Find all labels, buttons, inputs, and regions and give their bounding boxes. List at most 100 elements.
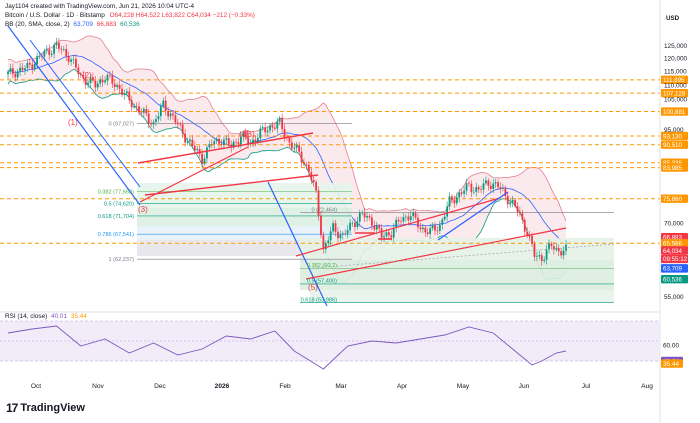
candle — [557, 244, 560, 257]
currency-label: USD — [666, 15, 680, 22]
candle — [21, 62, 24, 73]
time-axis[interactable]: Oct Nov Dec 2026 Feb Mar Apr May Jun Jul Aug — [31, 383, 653, 390]
time-tick-label: Jun — [519, 383, 530, 390]
candle — [298, 141, 301, 155]
candle — [106, 72, 109, 86]
candle — [108, 70, 111, 79]
rsi-value: 40.01 — [51, 313, 68, 320]
rsi-pane[interactable] — [0, 320, 660, 370]
candle — [254, 135, 257, 147]
fib-right-label: 0.5 (57,400) — [307, 279, 337, 285]
candle — [460, 189, 463, 197]
candle — [368, 213, 371, 221]
price-axis[interactable]: 125,000 120,000 115,000 110,000 105,000 95,00… — [664, 43, 688, 301]
svg-text:66,883: 66,883 — [663, 234, 682, 241]
candle — [31, 60, 34, 74]
candle — [511, 195, 514, 208]
candle — [307, 161, 310, 176]
fib-right-label: 0.618 (53,986) — [301, 297, 338, 303]
price-level-badge: 63,709 — [661, 264, 688, 273]
candle — [244, 128, 247, 141]
ohlc-values: O64,228 H64,522 L63,822 C64,034 −212 (−0… — [109, 12, 255, 19]
trendlines[interactable] — [7, 25, 615, 307]
rsi-tick-label: 60.00 — [663, 342, 679, 349]
candle — [431, 222, 434, 231]
candle — [19, 63, 22, 77]
candle — [509, 197, 512, 208]
candle — [489, 181, 492, 193]
fib-level-labels: 0 (97,027) 0.382 (77,663) 0.5 (74,620) 0.61… — [98, 121, 338, 303]
candle — [535, 251, 538, 262]
candle — [232, 139, 235, 150]
candle — [125, 88, 128, 97]
candle — [451, 194, 453, 204]
candle — [247, 132, 250, 149]
bb-legend[interactable]: BB (20, SMA, close, 2) 63,709 66,883 60,… — [5, 21, 140, 29]
candle — [421, 224, 424, 234]
rsi-ma-value: 35.44 — [70, 313, 87, 320]
candle — [392, 223, 395, 242]
bollinger-band-area — [8, 35, 566, 283]
wave-label-4: (4) — [239, 130, 249, 139]
symbol-line: Bitcoin / U.S. Dollar · 1D · Bitstamp O6… — [5, 12, 255, 20]
candle — [366, 211, 368, 222]
candle — [383, 231, 385, 243]
candle — [164, 95, 167, 116]
candle — [26, 59, 29, 72]
candle — [169, 111, 172, 121]
price-level-badge: 90,510 — [661, 140, 688, 149]
svg-text:75,860: 75,860 — [663, 196, 682, 203]
candle — [157, 111, 160, 123]
price-tick-label: 110,000 — [664, 82, 687, 89]
candle — [65, 44, 68, 61]
candle — [458, 188, 461, 203]
tradingview-logo-icon: 17 — [6, 401, 18, 415]
price-level-badge: 111,895 — [661, 75, 688, 84]
candle — [480, 185, 482, 194]
price-tick-label: 115,000 — [664, 69, 687, 76]
candle — [123, 89, 126, 100]
horizontal-price-levels[interactable]: 111,895107,128100,88193,13090,51085,3388… — [0, 75, 688, 284]
price-level-badge: 100,881 — [661, 107, 688, 116]
svg-text:90,510: 90,510 — [663, 142, 682, 149]
candle — [303, 158, 305, 167]
candle — [485, 176, 487, 186]
price-level-badge: 60,536 — [661, 274, 688, 283]
candle — [404, 214, 407, 222]
candle — [92, 72, 94, 83]
candle — [198, 145, 201, 158]
candle — [172, 109, 174, 120]
candle — [358, 209, 361, 227]
candle — [159, 103, 162, 121]
candle — [519, 206, 521, 217]
candle — [181, 120, 184, 138]
candle — [540, 252, 543, 266]
candle — [337, 226, 339, 242]
price-tick-label: 95,000 — [664, 127, 684, 134]
time-tick-label: Aug — [641, 383, 653, 390]
tradingview-logo[interactable]: 17 TradingView — [6, 401, 85, 415]
rsi-legend[interactable]: RSI (14, close) 40.01 35.44 — [5, 313, 87, 321]
candle — [290, 137, 293, 152]
candle — [417, 213, 419, 233]
time-tick-label: Oct — [31, 383, 41, 390]
candle — [494, 179, 497, 188]
candle — [208, 140, 211, 151]
candle — [116, 82, 119, 91]
time-tick-label: May — [457, 383, 470, 390]
bb-label: BB (20, SMA, close, 2) — [5, 21, 70, 28]
fib-left-label: 0.618 (71,704) — [98, 214, 135, 220]
symbol-name[interactable]: Bitcoin / U.S. Dollar · 1D · Bitstamp — [5, 12, 105, 19]
candle — [273, 122, 276, 131]
candle — [521, 209, 524, 224]
candle — [45, 45, 48, 54]
candle — [487, 178, 490, 191]
candle — [538, 250, 541, 260]
candle — [58, 37, 60, 53]
candle — [104, 76, 106, 85]
candle — [271, 121, 274, 133]
candle — [448, 192, 451, 210]
candle — [138, 101, 140, 116]
wave-label-b: (B) — [244, 130, 255, 139]
